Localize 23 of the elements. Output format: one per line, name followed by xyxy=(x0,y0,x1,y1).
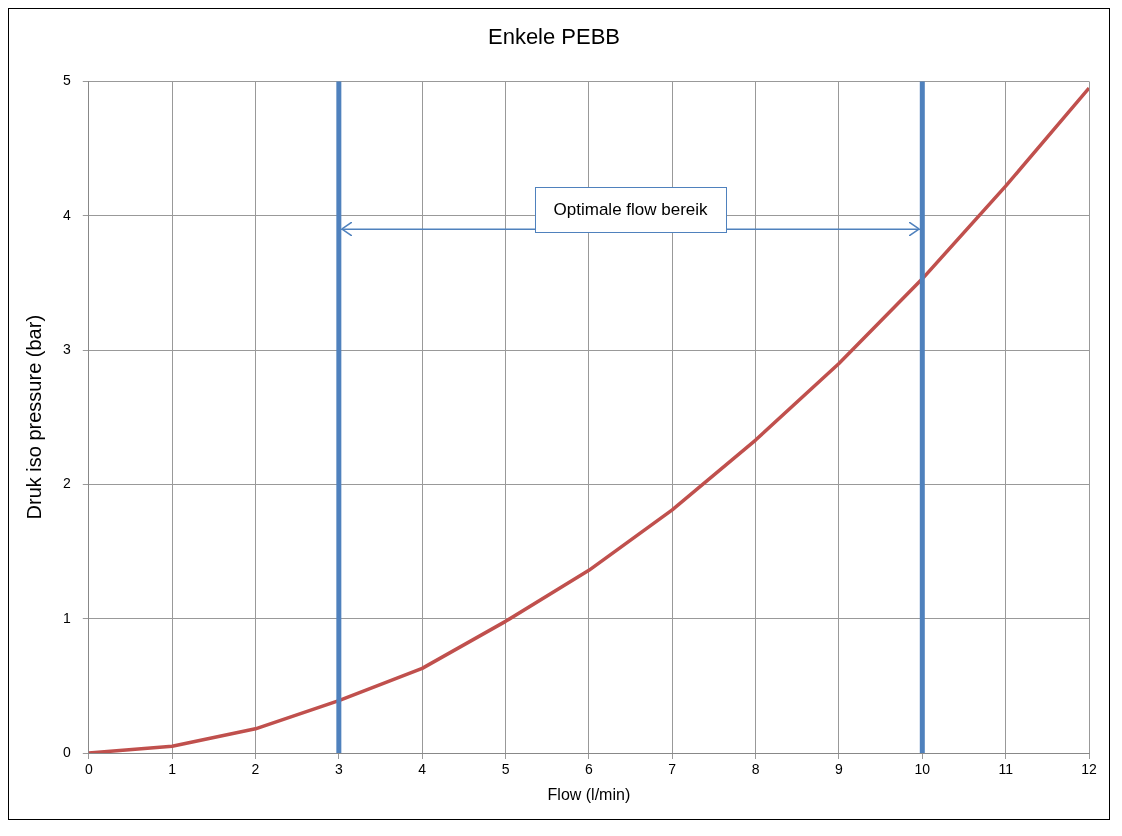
x-tick-label: 9 xyxy=(835,761,844,778)
x-tick-label: 3 xyxy=(334,761,343,778)
x-tick-label: 11 xyxy=(998,761,1014,778)
x-tick-label: 5 xyxy=(501,761,510,778)
x-axis-title: Flow (l/min) xyxy=(547,785,631,803)
x-tick-label: 10 xyxy=(914,761,931,778)
x-tick-label: 6 xyxy=(584,761,593,778)
y-tick-label: 2 xyxy=(62,475,71,492)
x-tick-label: 4 xyxy=(418,761,427,778)
annotation: Optimale flow bereik xyxy=(534,187,727,234)
x-tick-label: 2 xyxy=(251,761,260,778)
x-tick-label: 1 xyxy=(168,761,177,778)
x-tick-label: 12 xyxy=(1081,761,1097,778)
x-tick-label: 0 xyxy=(84,761,93,778)
x-tick-label: 7 xyxy=(668,761,677,778)
y-axis-title: Druk iso pressure (bar) xyxy=(22,314,45,520)
y-tick-label: 1 xyxy=(62,609,71,626)
chart-title: Enkele PEBB xyxy=(487,24,621,50)
y-tick-label: 0 xyxy=(62,743,71,760)
x-tick-label: 8 xyxy=(751,761,760,778)
y-tick-label: 3 xyxy=(62,340,71,357)
y-tick-label: 4 xyxy=(62,206,71,223)
y-tick-label: 5 xyxy=(62,72,71,89)
